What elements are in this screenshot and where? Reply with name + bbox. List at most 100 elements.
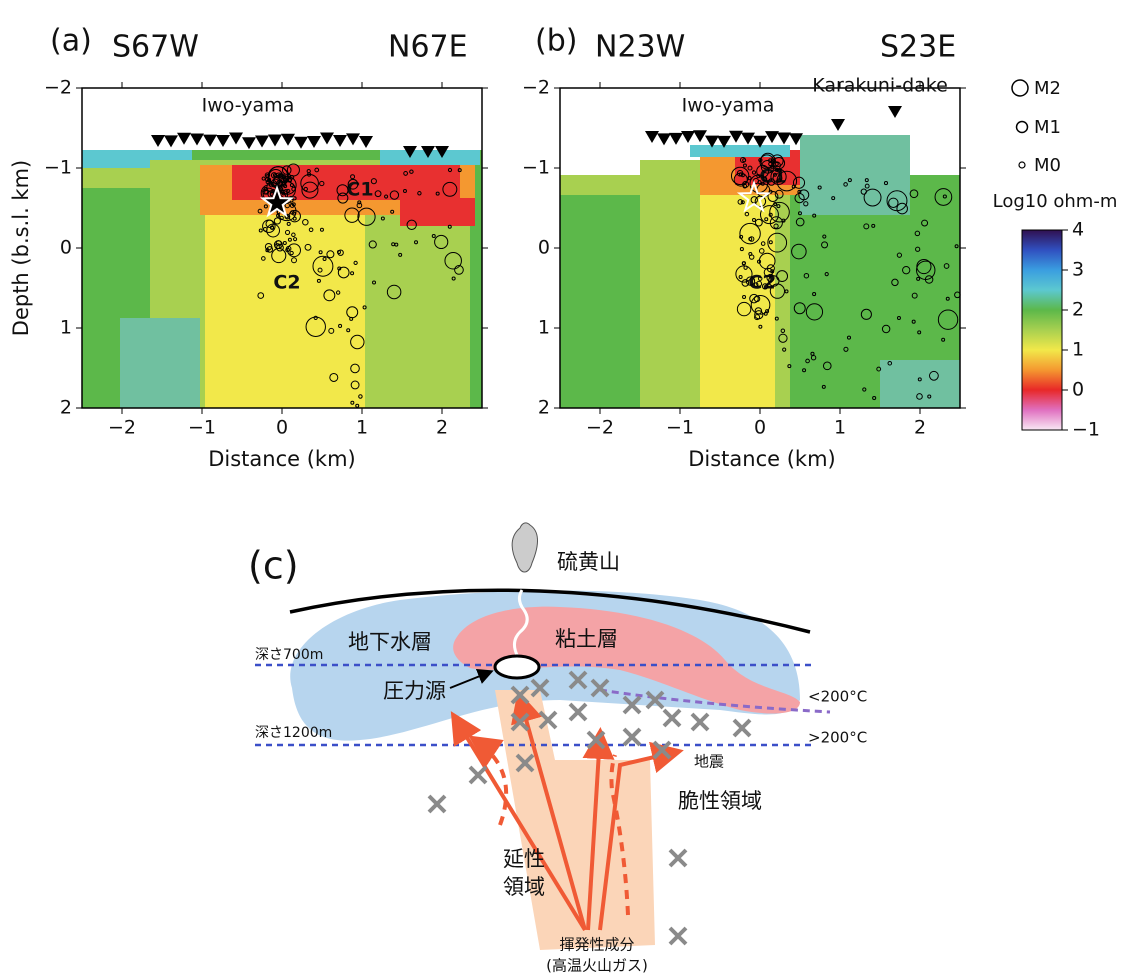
earthquake	[749, 293, 759, 304]
y-tick-label: −2	[44, 77, 72, 99]
earthquake	[862, 387, 867, 392]
earthquake	[822, 361, 832, 371]
earthquake	[876, 366, 882, 372]
earthquake	[770, 269, 775, 274]
earthquake	[780, 328, 786, 334]
earthquake	[805, 303, 824, 321]
earthquake	[300, 174, 319, 193]
station	[268, 134, 282, 147]
earthquake	[287, 237, 292, 242]
colorbar-tick-label: 0	[1072, 379, 1084, 401]
panel-label: (c)	[248, 544, 299, 588]
earthquake	[756, 174, 761, 179]
star	[736, 179, 772, 213]
earthquake	[350, 380, 360, 390]
earthquake	[350, 363, 360, 374]
earthquake	[434, 234, 449, 250]
earthquake	[305, 316, 326, 337]
earthquake	[782, 347, 787, 352]
earthquake	[896, 202, 908, 215]
x-tick-label: 0	[276, 417, 288, 439]
station	[705, 135, 719, 148]
earthquake	[265, 180, 270, 185]
earthquake	[754, 218, 763, 227]
colorbar-tick-label: 2	[1072, 299, 1084, 321]
earthquake	[916, 393, 923, 400]
earthquake	[748, 252, 753, 257]
earthquake	[274, 243, 281, 250]
earthquake	[863, 223, 870, 230]
earthquake	[739, 222, 761, 245]
earthquake	[447, 167, 453, 173]
annotation: Karakuni-dake	[812, 75, 948, 97]
quake-x	[568, 702, 588, 722]
earthquake	[350, 174, 356, 180]
earthquake	[261, 256, 266, 261]
quake-x	[538, 710, 558, 730]
station	[294, 136, 308, 149]
earthquake	[257, 292, 265, 299]
label: 深さ700m	[255, 647, 323, 663]
earthquake	[771, 158, 776, 163]
earthquake	[917, 377, 922, 382]
earthquake	[287, 178, 293, 183]
earthquake	[768, 240, 773, 245]
earthquake	[291, 257, 297, 264]
earthquake	[812, 213, 817, 218]
quake-x	[622, 727, 642, 747]
y-tick-label: 2	[538, 397, 550, 419]
earthquake	[409, 169, 414, 174]
earthquake	[748, 236, 755, 242]
earthquake	[871, 223, 876, 228]
earthquake	[386, 284, 402, 300]
label: 深さ1200m	[255, 725, 332, 741]
earthquake	[356, 202, 363, 209]
earthquake	[314, 167, 320, 173]
earthquake	[864, 183, 870, 189]
earthquake	[738, 274, 743, 279]
earthquake	[909, 189, 919, 199]
earthquake	[763, 311, 768, 316]
legend-label: M2	[1034, 78, 1061, 99]
earthquake	[742, 163, 747, 168]
colorbar-tick-label: 4	[1072, 219, 1084, 241]
label: 地震	[694, 753, 724, 771]
earthquake	[843, 346, 849, 352]
earthquake	[916, 276, 921, 281]
earthquake	[329, 372, 339, 382]
earthquake	[736, 301, 752, 317]
earthquake	[257, 208, 263, 214]
earthquake	[281, 165, 292, 175]
earthquake	[772, 172, 777, 177]
station	[741, 132, 755, 145]
y-tick-label: −1	[44, 157, 72, 179]
earthquake	[860, 308, 872, 320]
earthquake	[824, 272, 829, 277]
station	[164, 135, 178, 148]
label: <200°C	[808, 688, 867, 706]
earthquake	[742, 158, 747, 163]
earthquake	[776, 204, 781, 209]
station	[888, 106, 902, 118]
earthquake	[362, 305, 367, 310]
legend-symbol	[1018, 161, 1026, 169]
station	[216, 135, 230, 148]
earthquake	[357, 200, 362, 205]
label: (高温火山ガス)	[546, 957, 648, 975]
earthquake	[767, 191, 779, 202]
earthquake	[291, 211, 296, 216]
earthquake	[924, 275, 934, 284]
station	[255, 135, 269, 148]
earthquake	[881, 324, 891, 334]
station	[190, 133, 204, 146]
quake-x	[690, 712, 710, 732]
earthquake	[927, 394, 932, 399]
station	[177, 132, 191, 145]
earthquake	[389, 190, 400, 200]
earthquake	[945, 296, 950, 301]
earthquake	[403, 171, 408, 176]
earthquake	[374, 190, 382, 198]
earthquake	[847, 178, 852, 183]
earthquake	[414, 240, 419, 245]
earthquake	[313, 315, 318, 320]
